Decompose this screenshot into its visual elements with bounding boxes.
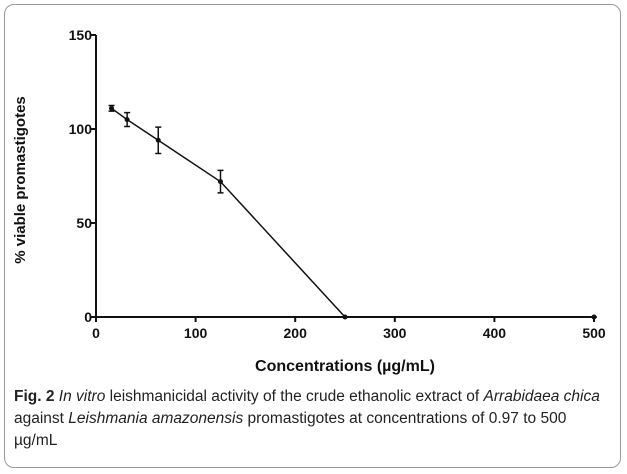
caption-text: In vitro	[58, 388, 106, 405]
chart: % viable promastigotes Concentrations (µ…	[12, 27, 606, 375]
data-point	[218, 179, 223, 185]
x-tick-label: 300	[383, 325, 407, 341]
y-tick-label: 100	[69, 121, 93, 137]
data-line	[111, 107, 594, 318]
x-axis-label: Concentrations (µg/mL)	[255, 358, 435, 375]
figure: % viable promastigotes Concentrations (µ…	[4, 4, 621, 468]
data-point	[591, 314, 597, 320]
data-point	[124, 117, 130, 123]
caption-label: Fig. 2	[14, 388, 55, 405]
x-tick-label: 0	[92, 325, 100, 341]
y-tick-label: 150	[69, 27, 93, 43]
x-tick-label: 200	[284, 325, 308, 341]
data-point	[155, 137, 161, 143]
y-tick-label: 0	[84, 309, 92, 325]
x-tick-label: 500	[582, 325, 606, 341]
x-tick-label: 400	[483, 325, 507, 341]
caption-text: leishmanicidal activity of the crude eth…	[109, 388, 480, 405]
y-axis-label: % viable promastigotes	[12, 96, 29, 264]
data-point	[342, 314, 348, 320]
caption-text: Leishmania amazonensis	[68, 410, 244, 427]
caption-text: Arrabidaea chica	[483, 388, 600, 405]
x-tick-label: 100	[184, 325, 208, 341]
caption: Fig. 2 In vitro leishmanicidal activity …	[14, 386, 612, 452]
y-tick-label: 50	[76, 215, 92, 231]
data-point	[109, 105, 115, 111]
caption-text: promastigotes at concentrations of 0.97 …	[14, 410, 567, 449]
caption-text: against	[14, 410, 64, 427]
